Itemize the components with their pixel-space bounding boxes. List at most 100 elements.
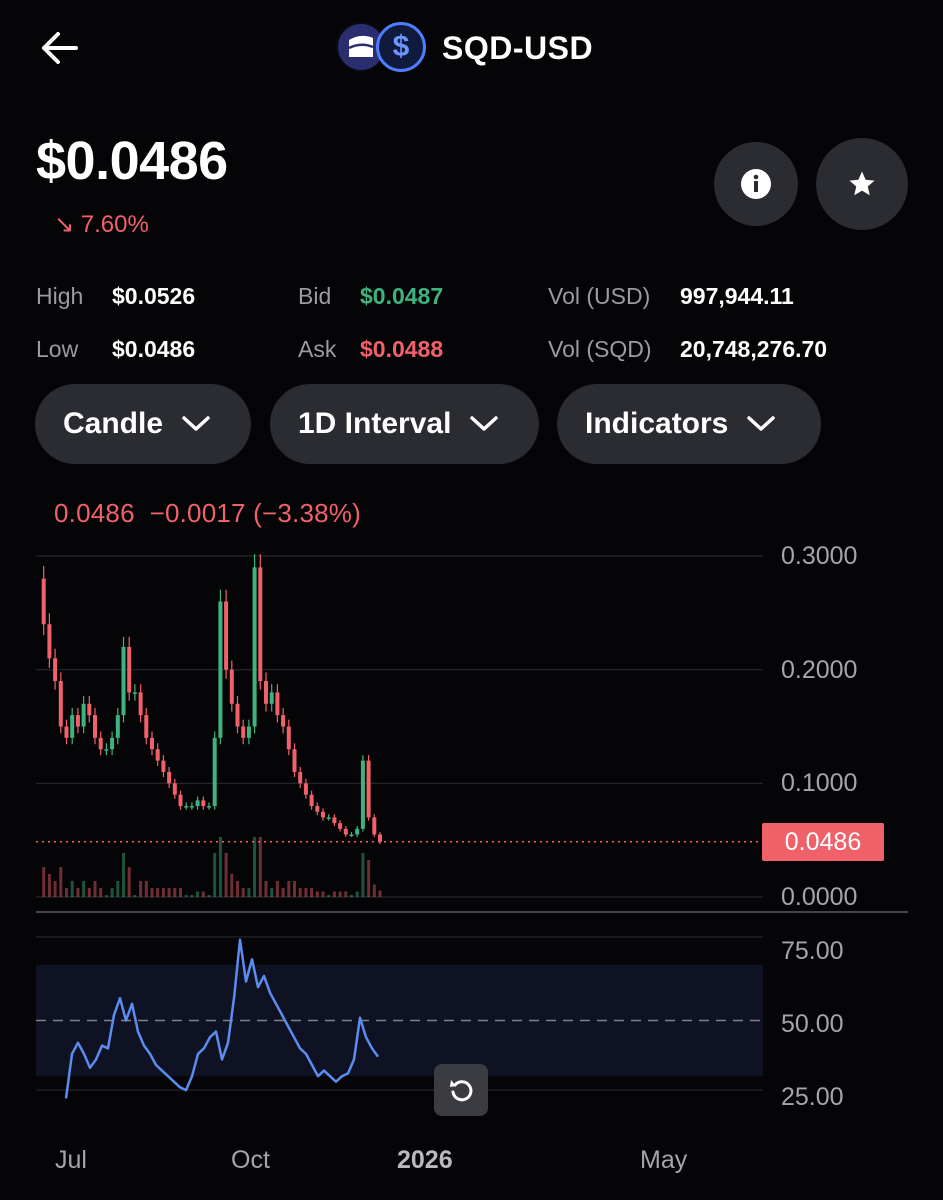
candle-body <box>235 703 240 727</box>
candle-body <box>303 783 308 795</box>
candle-body <box>47 624 52 659</box>
volume-bar <box>275 881 279 897</box>
volume-bar <box>93 881 97 897</box>
volume-bar <box>253 837 257 897</box>
candle-body <box>110 737 115 750</box>
candle-body <box>246 726 251 738</box>
volume-bar <box>196 891 200 897</box>
interval-label: 1D Interval <box>298 407 452 440</box>
candle-body <box>201 800 206 807</box>
arrow-left-icon <box>42 32 78 64</box>
rsi-axis-label: 25.00 <box>781 1083 844 1111</box>
candle-body <box>41 578 46 625</box>
volume-bar <box>110 888 114 897</box>
volume-bar <box>213 853 217 897</box>
readout-change-pct: (−3.38%) <box>253 498 361 528</box>
candle-body <box>349 834 354 836</box>
candle-body <box>275 692 280 716</box>
back-button[interactable] <box>40 28 84 68</box>
candle-body <box>241 726 246 738</box>
candle-body <box>195 800 200 807</box>
candle-body <box>212 737 217 807</box>
candle-body <box>75 715 80 727</box>
volume-bar <box>76 888 80 897</box>
volume-bar <box>361 853 365 897</box>
info-icon <box>741 169 771 199</box>
refresh-icon <box>450 1080 473 1102</box>
volume-bar <box>150 888 154 897</box>
volume-bar <box>116 881 120 897</box>
price-axis-label: 0.1000 <box>781 769 858 797</box>
indicators-dropdown[interactable]: Indicators <box>557 384 821 464</box>
ask-label: Ask <box>298 336 337 362</box>
trend-down-icon: ↘ <box>54 211 75 238</box>
x-axis-label: 2026 <box>397 1146 453 1174</box>
volume-bar <box>104 895 108 897</box>
price-axis-label: 0.2000 <box>781 656 858 684</box>
favorite-button[interactable] <box>816 138 908 230</box>
candle-body <box>269 692 274 704</box>
volume-bar <box>190 895 194 897</box>
ask-value: $0.0488 <box>360 336 444 362</box>
volume-bar <box>87 888 91 897</box>
candle-body <box>70 715 75 738</box>
x-axis-label: Jul <box>55 1146 87 1174</box>
chevron-down-icon <box>470 416 499 431</box>
candle-body <box>93 715 97 738</box>
readout-change: −0.0017 <box>149 498 246 528</box>
current-price: $0.0486 <box>36 131 228 191</box>
volume-bar <box>53 881 57 897</box>
volume-bar <box>287 881 291 897</box>
info-button[interactable] <box>714 142 798 226</box>
volume-bar <box>70 881 74 897</box>
x-axis-label: Oct <box>231 1146 270 1174</box>
volume-bar <box>65 888 68 897</box>
volume-bar <box>47 874 51 897</box>
volume-bar <box>207 895 211 897</box>
volume-bar <box>230 874 234 897</box>
interval-dropdown[interactable]: 1D Interval <box>270 384 539 464</box>
volume-bar <box>270 888 274 897</box>
volume-bar <box>344 891 348 897</box>
candle-body <box>298 771 303 784</box>
change-percent: 7.60% <box>80 211 149 238</box>
low-value: $0.0486 <box>112 336 196 362</box>
candle-body <box>155 749 160 761</box>
volume-bar <box>378 890 382 897</box>
volume-bar <box>241 888 245 897</box>
vol-usd-value: 997,944.11 <box>680 283 794 309</box>
price-chart[interactable] <box>0 540 943 1140</box>
chart-type-dropdown[interactable]: Candle <box>35 384 251 464</box>
volume-bar <box>42 867 46 897</box>
candle-body <box>309 794 314 807</box>
candle-body <box>326 817 331 819</box>
candle-body <box>372 817 377 835</box>
candle-body <box>355 828 360 835</box>
chart-readout: 0.0486 −0.0017 (−3.38%) <box>54 498 361 529</box>
volume-bar <box>201 891 205 897</box>
candle-body <box>64 726 69 738</box>
volume-bar <box>367 860 371 897</box>
candle-body <box>98 737 103 750</box>
volume-bar <box>264 881 268 897</box>
volume-bar <box>139 881 143 897</box>
candle-body <box>338 823 343 829</box>
candle-body <box>87 703 92 716</box>
candle-body <box>218 601 223 738</box>
candle-body <box>292 749 297 772</box>
bid-value: $0.0487 <box>360 283 444 309</box>
candle-body <box>286 726 291 750</box>
candle-body <box>58 681 63 727</box>
candle-body <box>378 834 382 842</box>
x-axis-label: May <box>640 1146 688 1174</box>
reset-zoom-button[interactable] <box>434 1064 488 1116</box>
star-icon <box>849 171 875 196</box>
volume-bar <box>310 888 314 897</box>
candle-body <box>252 567 257 727</box>
low-label: Low <box>36 336 79 362</box>
pair-header: $ SQD-USD <box>336 20 593 76</box>
volume-bar <box>338 891 342 897</box>
volume-bar <box>321 891 325 897</box>
candle-body <box>343 828 348 835</box>
volume-bar <box>298 888 302 897</box>
